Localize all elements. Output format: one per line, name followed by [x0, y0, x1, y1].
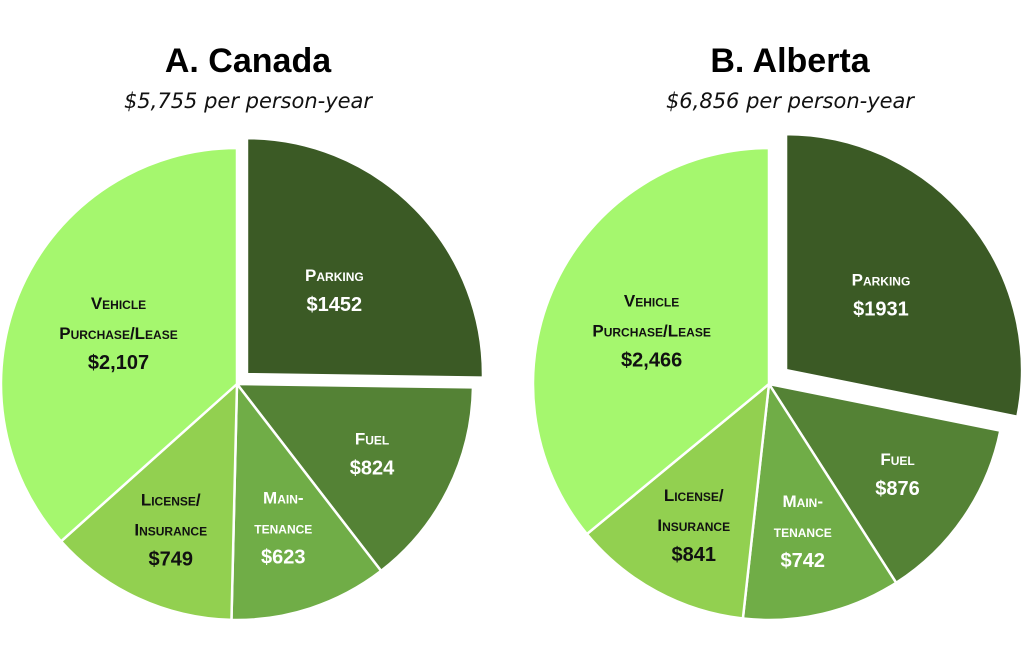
pie-slice-parking	[784, 132, 1024, 419]
pie-canada: Parking $1452 Fuel $824 Main-tenance $623 Lice…	[0, 136, 485, 622]
pie-slice-fuel	[766, 382, 1002, 585]
slice-label-parking: Parking $1931	[852, 270, 911, 320]
pie-slice-main	[230, 380, 383, 622]
pie-slice-fuel	[234, 382, 475, 573]
pie-slice-vehicle	[531, 146, 771, 536]
pie-slice-parking	[245, 136, 485, 379]
slice-label-license: License/Insurance $749	[134, 491, 207, 571]
chart-title: B. Alberta	[710, 42, 870, 80]
slice-label-vehicle: Vehicle Purchase/Lease $2,466	[592, 292, 710, 372]
chart-title: A. Canada	[165, 42, 332, 80]
slice-label-parking: Parking $1452	[305, 266, 364, 316]
pie-alberta: Parking $1931 Fuel $876 Main-tenance $742 Lice…	[531, 132, 1024, 622]
slice-label-main: Main-tenance $623	[254, 488, 312, 568]
chart-canada: A. Canada $5,755 per person-year Parking…	[0, 42, 485, 622]
slice-label-license: License/Insurance $841	[657, 486, 730, 566]
pie-slice-license	[585, 381, 771, 620]
slice-label-fuel: Fuel $876	[875, 450, 920, 500]
pie-slice-vehicle	[0, 146, 239, 544]
pie-slice-main	[741, 380, 898, 622]
slice-label-main: Main-tenance $742	[774, 492, 832, 572]
chart-alberta: B. Alberta $6,856 per person-year Parkin…	[531, 42, 1024, 622]
chart-subtitle: $6,856 per person-year	[666, 89, 915, 113]
chart-subtitle: $5,755 per person-year	[124, 89, 373, 113]
pie-slice-license	[59, 381, 239, 622]
slice-label-fuel: Fuel $824	[350, 430, 395, 480]
slice-label-vehicle: Vehicle Purchase/Lease $2,107	[59, 294, 177, 374]
